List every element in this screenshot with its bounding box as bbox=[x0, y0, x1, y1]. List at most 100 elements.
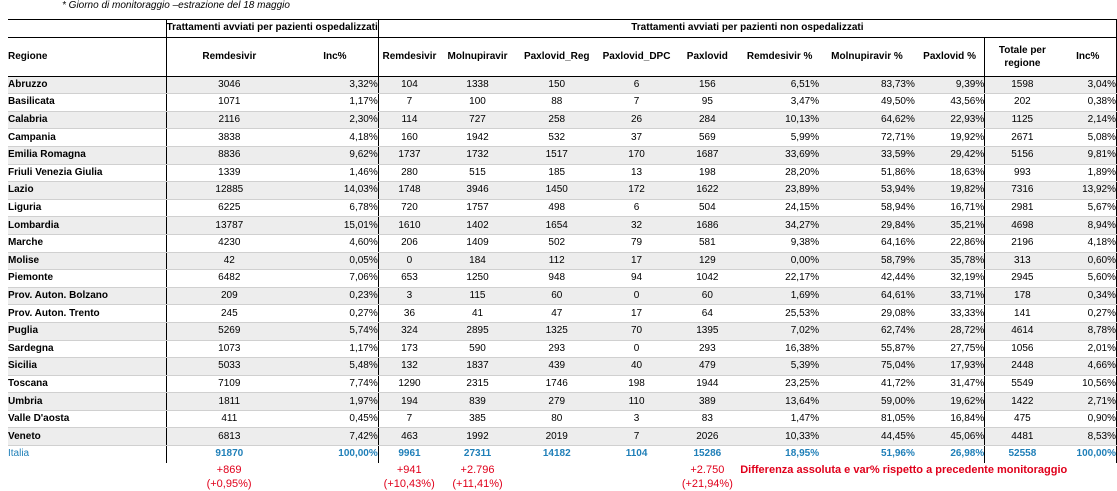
table-cell: 4614 bbox=[984, 322, 1060, 341]
diff-remdesivir-nonhosp: +941 bbox=[396, 463, 422, 476]
table-cell: 1290 bbox=[378, 375, 441, 394]
region-name: Lazio bbox=[8, 181, 167, 200]
table-cell: 49,50% bbox=[819, 93, 915, 112]
table-cell: 9,39% bbox=[914, 76, 986, 95]
table-cell: 7,42% bbox=[292, 427, 379, 447]
col-header-totale: Totale per regione bbox=[984, 36, 1060, 77]
table-cell: 439 bbox=[514, 357, 599, 376]
region-name: Sardegna bbox=[8, 340, 167, 359]
diff-molnupiravir: +2.796 bbox=[460, 463, 495, 476]
region-name: Liguria bbox=[8, 199, 167, 218]
header-column-row: Regione Remdesivir Inc% Remdesivir Molnu… bbox=[8, 36, 1117, 77]
table-cell: 280 bbox=[378, 164, 441, 183]
diff-caption: Differenza assoluta e var% rispetto a pr… bbox=[740, 463, 1068, 476]
table-cell: 475 bbox=[984, 410, 1060, 429]
diff-paxlovid-pct: (+21,94%) bbox=[681, 477, 733, 490]
table-cell: 4,18% bbox=[1059, 234, 1117, 253]
table-cell: 1757 bbox=[440, 199, 515, 218]
diff-remdesivir-hosp: +869 bbox=[216, 463, 242, 476]
region-name: Sicilia bbox=[8, 357, 167, 376]
col-header-inc: Inc% bbox=[1059, 36, 1117, 77]
table-cell: 1450 bbox=[514, 181, 599, 200]
table-cell: 3046 bbox=[166, 76, 293, 95]
table-cell: 2315 bbox=[440, 375, 515, 394]
table-cell: 33,59% bbox=[819, 146, 915, 165]
table-cell: 94 bbox=[598, 269, 675, 288]
table-cell: 3 bbox=[598, 410, 675, 429]
italia-cell: 14182 bbox=[514, 445, 599, 463]
table-cell: 948 bbox=[514, 269, 599, 288]
table-cell: 5,48% bbox=[292, 357, 379, 376]
table-cell: 1610 bbox=[378, 216, 441, 235]
table-cell: 28,20% bbox=[740, 164, 820, 183]
table-cell: 479 bbox=[674, 357, 741, 376]
region-name: Abruzzo bbox=[8, 76, 167, 95]
table-cell: 5,67% bbox=[1059, 199, 1117, 218]
table-cell: 83 bbox=[674, 410, 741, 429]
table-cell: 284 bbox=[674, 111, 741, 130]
col-header-regione: Regione bbox=[8, 36, 167, 77]
table-cell: 13,64% bbox=[740, 392, 820, 411]
table-cell: 80 bbox=[514, 410, 599, 429]
table-cell: 2448 bbox=[984, 357, 1060, 376]
table-cell: 993 bbox=[984, 164, 1060, 183]
table-cell: 7 bbox=[598, 427, 675, 447]
table-cell: 1737 bbox=[378, 146, 441, 165]
table-cell: 532 bbox=[514, 128, 599, 147]
table-cell: 5156 bbox=[984, 146, 1060, 165]
table-cell: 1,47% bbox=[740, 410, 820, 429]
table-cell: 114 bbox=[378, 111, 441, 130]
table-cell: 129 bbox=[674, 252, 741, 271]
table-cell: 0 bbox=[598, 340, 675, 359]
region-name: Prov. Auton. Trento bbox=[8, 304, 167, 323]
table-cell: 23,25% bbox=[740, 375, 820, 394]
region-name: Prov. Auton. Bolzano bbox=[8, 287, 167, 306]
table-cell: 1944 bbox=[674, 375, 741, 394]
table-cell: 3,32% bbox=[292, 76, 379, 95]
table-cell: 1395 bbox=[674, 322, 741, 341]
table-cell: 3838 bbox=[166, 128, 293, 147]
table-cell: 8,78% bbox=[1059, 322, 1117, 341]
col-header-inc-hosp: Inc% bbox=[292, 36, 379, 77]
table-cell: 504 bbox=[674, 199, 741, 218]
table-cell: 293 bbox=[514, 340, 599, 359]
table-cell: 100 bbox=[440, 93, 515, 112]
region-name: Campania bbox=[8, 128, 167, 147]
table-cell: 43,56% bbox=[914, 93, 986, 112]
table-row: Abruzzo 3046 3,32% 104 1338 150 6 156 6,51% 83,73… bbox=[8, 76, 1117, 95]
table-cell: 115 bbox=[440, 287, 515, 306]
table-cell: 2019 bbox=[514, 427, 599, 447]
table-row: Emilia Romagna 8836 9,62% 1737 1732 1517 170 16… bbox=[8, 146, 1117, 165]
table-cell: 35,21% bbox=[914, 216, 986, 235]
table-cell: 3946 bbox=[440, 181, 515, 200]
table-cell: 463 bbox=[378, 427, 441, 447]
header-group-row: Trattamenti avviati per pazienti ospedal… bbox=[8, 19, 1117, 38]
table-cell: 5,99% bbox=[740, 128, 820, 147]
diff-remdesivir-nonhosp-pct: (+10,43%) bbox=[383, 477, 435, 490]
table-cell: 2,71% bbox=[1059, 392, 1117, 411]
table-cell: 0,05% bbox=[292, 252, 379, 271]
table-cell: 33,33% bbox=[914, 304, 986, 323]
table-cell: 156 bbox=[674, 76, 741, 95]
table-cell: 41 bbox=[440, 304, 515, 323]
table-cell: 4,18% bbox=[292, 128, 379, 147]
region-name: Puglia bbox=[8, 322, 167, 341]
italia-cell: 51,96% bbox=[819, 445, 915, 463]
table-cell: 5,60% bbox=[1059, 269, 1117, 288]
table-cell: 5,74% bbox=[292, 322, 379, 341]
table-cell: 1325 bbox=[514, 322, 599, 341]
table-row: Toscana 7109 7,74% 1290 2315 1746 198 1944 23,25… bbox=[8, 375, 1117, 394]
col-header-molnupiravir-pct: Molnupiravir % bbox=[819, 36, 915, 77]
italia-cell: 52558 bbox=[984, 445, 1060, 463]
table-cell: 44,45% bbox=[819, 427, 915, 447]
table-cell: 178 bbox=[984, 287, 1060, 306]
table-cell: 41,72% bbox=[819, 375, 915, 394]
region-name: Piemonte bbox=[8, 269, 167, 288]
table-cell: 720 bbox=[378, 199, 441, 218]
italia-cell: 27311 bbox=[440, 445, 515, 463]
table-cell: 194 bbox=[378, 392, 441, 411]
table-cell: 1042 bbox=[674, 269, 741, 288]
table-row: Liguria 6225 6,78% 720 1757 498 6 504 24,15% 58,9… bbox=[8, 199, 1117, 218]
table-cell: 75,04% bbox=[819, 357, 915, 376]
table-cell: 37 bbox=[598, 128, 675, 147]
